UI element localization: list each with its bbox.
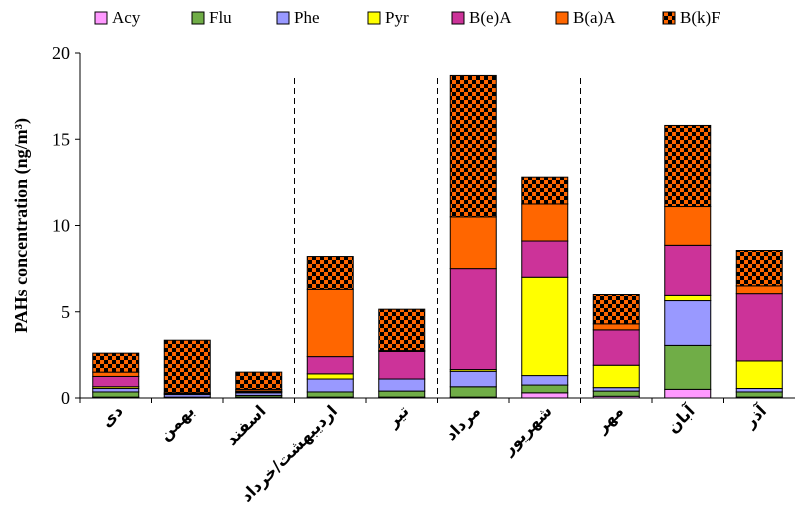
- bar-phe-5: [449, 370, 497, 388]
- bar-b-k-f-1: [163, 339, 211, 394]
- bar-flu-3: [306, 391, 354, 398]
- bar-b-e-a-9: [735, 293, 783, 362]
- x-tick-label: اسفند: [222, 401, 270, 449]
- bar-b-e-a-7: [592, 329, 640, 366]
- bar-phe-7: [592, 387, 640, 392]
- bar-b-k-f-8: [664, 124, 712, 208]
- bar-phe-3: [306, 378, 354, 393]
- x-tick-label: شهریور: [498, 401, 556, 459]
- bar-pyr-7: [592, 364, 640, 389]
- legend-label: B(a)A: [573, 8, 616, 27]
- bar-b-a-a-7: [592, 323, 640, 331]
- bar-acy-6: [521, 392, 569, 399]
- bar-b-e-a-8: [664, 244, 712, 296]
- bar-b-e-a-6: [521, 240, 569, 278]
- bar-phe-0: [92, 388, 140, 393]
- bar-b-a-a-9: [735, 285, 783, 295]
- x-tick-label: آبان: [662, 400, 699, 437]
- bar-acy-8: [664, 388, 712, 399]
- bar-b-a-a-8: [664, 206, 712, 246]
- x-tick-label: بهمن: [155, 401, 198, 444]
- bar-b-k-f-3: [306, 256, 354, 290]
- bar-b-a-a-6: [521, 203, 569, 242]
- bar-phe-4: [378, 378, 426, 392]
- bar-b-k-f-4: [378, 308, 426, 352]
- bar-pyr-6: [521, 276, 569, 377]
- bar-phe-8: [664, 300, 712, 346]
- bar-b-a-a-3: [306, 288, 354, 358]
- bar-flu-6: [521, 384, 569, 394]
- y-tick-label: 15: [52, 129, 70, 149]
- bar-b-a-a-5: [449, 216, 497, 270]
- legend-label: B(k)F: [680, 8, 721, 27]
- bar-phe-9: [735, 388, 783, 393]
- bar-b-k-f-9: [735, 250, 783, 287]
- legend-swatch: [555, 11, 569, 25]
- bar-phe-6: [521, 375, 569, 386]
- legend-item-b-a-a: B(a)A: [555, 8, 616, 27]
- x-tick-label: مهر: [591, 401, 627, 437]
- y-axis-title: PAHs concentration (ng/m³): [11, 118, 32, 333]
- legend-item-phe: Phe: [276, 8, 320, 27]
- x-tick-label: تیر: [383, 401, 413, 431]
- legend-label: Flu: [209, 8, 232, 27]
- legend-swatch: [367, 11, 381, 25]
- bar-flu-5: [449, 386, 497, 398]
- legend-swatch: [94, 11, 108, 25]
- x-tick-label: آذر: [739, 400, 770, 431]
- legend-item-b-k-f: B(k)F: [662, 8, 721, 27]
- bar-flu-0: [92, 391, 140, 398]
- bar-flu-8: [664, 344, 712, 390]
- legend-item-flu: Flu: [191, 8, 232, 27]
- bar-flu-9: [735, 391, 783, 398]
- bar-b-e-a-4: [378, 350, 426, 380]
- legend-item-b-e-a: B(e)A: [451, 8, 512, 27]
- x-tick-label: مرداد: [441, 401, 484, 444]
- y-tick-label: 10: [52, 216, 70, 236]
- bar-b-e-a-3: [306, 356, 354, 375]
- bar-b-a-a-0: [92, 371, 140, 377]
- y-tick-label: 0: [61, 388, 70, 408]
- x-tick-label: دی: [97, 401, 127, 431]
- legend-label: B(e)A: [469, 8, 512, 27]
- bar-pyr-9: [735, 360, 783, 390]
- bar-b-k-f-0: [92, 352, 140, 373]
- legend-label: Pyr: [385, 8, 409, 27]
- bar-flu-4: [378, 390, 426, 398]
- legend-swatch: [191, 11, 205, 25]
- bar-b-k-f-6: [521, 176, 569, 205]
- bar-b-k-f-7: [592, 294, 640, 325]
- y-tick-label: 20: [52, 43, 70, 63]
- legend: Acy Flu Phe Pyr B(e)A B(a)A B(k)F: [94, 8, 721, 27]
- legend-swatch: [276, 11, 290, 25]
- legend-swatch: [662, 11, 676, 25]
- y-tick-label: 5: [61, 302, 70, 322]
- legend-label: Phe: [294, 8, 320, 27]
- bar-b-k-f-5: [449, 74, 497, 218]
- bar-flu-7: [592, 390, 640, 397]
- legend-label: Acy: [112, 8, 141, 27]
- bar-b-e-a-0: [92, 375, 140, 388]
- legend-item-acy: Acy: [94, 8, 141, 27]
- bar-b-k-f-2: [235, 371, 283, 390]
- bar-pyr-8: [664, 294, 712, 302]
- legend-swatch: [451, 11, 465, 25]
- bar-pyr-3: [306, 373, 354, 380]
- legend-item-pyr: Pyr: [367, 8, 409, 27]
- bar-b-e-a-5: [449, 268, 497, 371]
